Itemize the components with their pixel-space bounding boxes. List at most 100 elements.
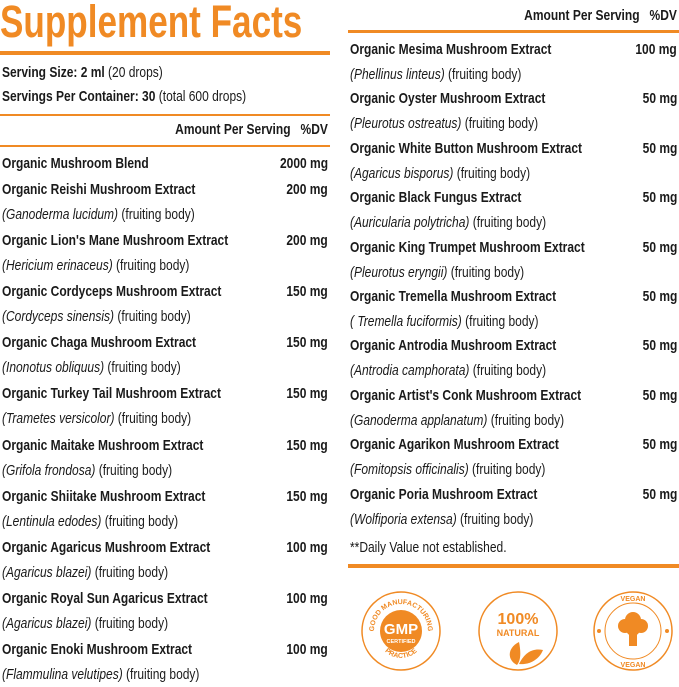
ingredient-name: Organic White Button Mushroom Extract — [350, 139, 583, 157]
ingredient-detail: (Fomitopsis officinalis) (fruiting body) — [350, 457, 594, 482]
ingredient-amount: 100 mg — [286, 589, 328, 607]
plant-part: (fruiting body) — [460, 510, 534, 528]
latin-name: (Agaricus bisporus) — [350, 164, 454, 182]
divider — [348, 564, 679, 568]
ingredient-amount: 100 mg — [286, 538, 328, 556]
servings-label: Servings Per Container: — [2, 88, 139, 105]
ingredient-detail: (Auricularia polytricha) (fruiting body) — [350, 210, 595, 235]
ingredient-name: Organic Black Fungus Extract — [350, 189, 522, 207]
ingredient-amount: 50 mg — [642, 238, 677, 256]
gmp-center: GMP — [384, 621, 418, 638]
natural-percent: 100% — [498, 611, 539, 628]
latin-name: (Lentinula edodes) — [2, 512, 102, 530]
ingredient-name: Organic Agaricus Mushroom Extract — [2, 538, 211, 556]
title-text: Supplement Facts — [0, 0, 303, 47]
ingredient-detail: (Trametes versicolor) (fruiting body) — [2, 406, 238, 431]
page-title: Supplement Facts — [0, 0, 388, 48]
dv-header: %DV — [300, 121, 328, 138]
ingredient-name: Organic Cordyceps Mushroom Extract — [2, 283, 222, 301]
ingredient-detail: (Pleurotus ostreatus) (fruiting body) — [350, 111, 585, 136]
ingredient-amount: 50 mg — [642, 485, 677, 503]
ingredient-detail: (Ganoderma lucidum) (fruiting body) — [2, 202, 243, 227]
ingredient-row: Organic Tremella Mushroom Extract 50 mg — [350, 284, 677, 309]
latin-name: (Pleurotus eryngii) — [350, 263, 448, 281]
ingredient-detail: (Flammulina velutipes) (fruiting body) — [2, 662, 249, 687]
ingredient-name: Organic Tremella Mushroom Extract — [350, 288, 557, 305]
blend-name: Organic Mushroom Blend — [2, 155, 149, 172]
plant-part: (fruiting body) — [117, 410, 192, 428]
ingredient-row: Organic Lion's Mane Mushroom Extract 200… — [2, 228, 328, 253]
blend-row: Organic Mushroom Blend 2000 mg — [2, 151, 328, 176]
plant-part: (fruiting body) — [104, 512, 179, 530]
plant-part: (fruiting body) — [472, 214, 547, 232]
latin-name: (Inonotus obliquus) — [2, 359, 105, 377]
latin-name: (Auricularia polytricha) — [350, 214, 470, 232]
ingredient-name: Organic Enoki Mushroom Extract — [2, 640, 193, 658]
ingredient-detail: (Pleurotus eryngii) (fruiting body) — [350, 260, 568, 285]
ingredient-name: Organic Royal Sun Agaricus Extract — [2, 589, 208, 607]
ingredient-amount: 150 mg — [286, 283, 328, 301]
ingredient-amount: 50 mg — [642, 288, 677, 305]
ingredient-detail: (Inonotus obliquus) (fruiting body) — [2, 355, 225, 380]
ingredient-row: Organic Artist's Conk Mushroom Extract 5… — [350, 383, 677, 408]
amount-header: Amount Per Serving — [175, 121, 291, 138]
plant-part: (fruiting body) — [98, 461, 173, 479]
column-header: Amount Per Serving %DV — [137, 118, 328, 142]
ingredient-name: Organic Artist's Conk Mushroom Extract — [350, 386, 582, 404]
plant-part: (fruiting body) — [450, 263, 525, 281]
latin-name: (Phellinus linteus) — [350, 66, 445, 83]
ingredient-amount: 50 mg — [642, 189, 677, 207]
leaf-icon — [509, 642, 543, 665]
ingredient-detail: (Agaricus blazei) (fruiting body) — [2, 611, 210, 636]
ingredient-detail: (Agaricus bisporus) (fruiting body) — [350, 161, 575, 186]
plant-part: (fruiting body) — [448, 66, 522, 83]
ingredient-name: Organic Chaga Mushroom Extract — [2, 334, 197, 352]
serving-size-extra: (20 drops) — [108, 64, 163, 81]
ingredient-amount: 100 mg — [286, 640, 328, 658]
ingredient-name: Organic King Trumpet Mushroom Extract — [350, 238, 585, 256]
divider — [348, 30, 679, 33]
ingredient-amount: 50 mg — [642, 90, 677, 108]
ingredient-name: Organic Lion's Mane Mushroom Extract — [2, 232, 229, 250]
amount-header: Amount Per Serving — [524, 7, 640, 24]
plant-part: (fruiting body) — [472, 461, 546, 479]
ingredient-detail: (Cordyceps sinensis) (fruiting body) — [2, 304, 238, 329]
ingredient-row: Organic Mesima Mushroom Extract 100 mg — [350, 37, 677, 62]
ingredient-amount: 150 mg — [286, 385, 328, 403]
ingredient-amount: 50 mg — [642, 337, 677, 355]
plant-part: (fruiting body) — [465, 313, 539, 330]
ingredient-row: Organic Reishi Mushroom Extract 200 mg — [2, 177, 328, 202]
ingredient-detail: (Ganoderma applanatum) (fruiting body) — [350, 408, 618, 433]
serving-size-label: Serving Size: — [2, 64, 78, 81]
plant-part: (fruiting body) — [94, 563, 169, 581]
servings-extra: (total 600 drops) — [158, 88, 247, 105]
vegan-top: VEGAN — [621, 596, 646, 603]
latin-name: (Ganoderma applanatum) — [350, 411, 488, 429]
ingredient-detail: ( Tremella fuciformis) (fruiting body) — [350, 309, 586, 334]
latin-name: (Hericium erinaceus) — [2, 257, 113, 275]
latin-name: (Antrodia camphorata) — [350, 362, 470, 380]
ingredient-row: Organic Oyster Mushroom Extract 50 mg — [350, 86, 677, 111]
plant-part: (fruiting body) — [121, 206, 195, 223]
broccoli-icon — [618, 612, 648, 646]
serving-size: Serving Size: 2 ml (20 drops) — [2, 61, 203, 85]
ingredient-amount: 200 mg — [286, 232, 328, 250]
ingredient-detail: (Hericium erinaceus) (fruiting body) — [2, 253, 236, 278]
ingredient-detail: (Phellinus linteus) (fruiting body) — [350, 62, 564, 87]
latin-name: (Pleurotus ostreatus) — [350, 115, 462, 133]
ingredient-name: Organic Turkey Tail Mushroom Extract — [2, 385, 221, 403]
ingredient-name: Organic Antrodia Mushroom Extract — [350, 337, 557, 355]
latin-name: ( Tremella fuciformis) — [350, 313, 462, 330]
servings-value: 30 — [142, 88, 156, 105]
column-header: Amount Per Serving %DV — [486, 4, 677, 28]
plant-part: (fruiting body) — [472, 362, 547, 380]
latin-name: (Cordyceps sinensis) — [2, 308, 115, 326]
ingredient-amount: 150 mg — [286, 436, 328, 454]
vegan-badge: VEGAN VEGAN — [593, 591, 673, 671]
ingredient-name: Organic Oyster Mushroom Extract — [350, 90, 546, 108]
divider — [0, 145, 330, 147]
ingredient-detail: (Antrodia camphorata) (fruiting body) — [350, 358, 595, 383]
ingredient-row: Organic Chaga Mushroom Extract 150 mg — [2, 330, 328, 355]
ingredient-row: Organic King Trumpet Mushroom Extract 50… — [350, 235, 677, 260]
ingredient-row: Organic Agaricus Mushroom Extract 100 mg — [2, 535, 328, 560]
